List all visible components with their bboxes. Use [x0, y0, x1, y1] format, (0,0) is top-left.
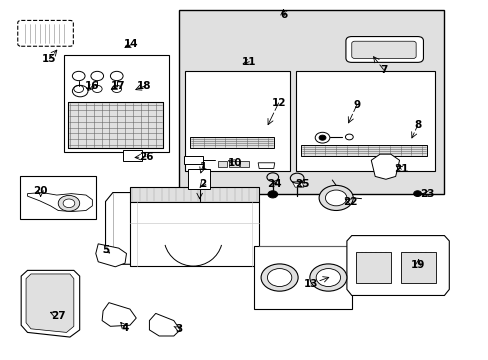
FancyBboxPatch shape [351, 41, 415, 58]
Circle shape [267, 269, 291, 287]
Bar [64, 55, 168, 152]
Bar [217, 161, 227, 167]
Text: 3: 3 [175, 324, 182, 334]
Circle shape [267, 191, 277, 198]
Bar [20, 176, 96, 219]
Bar [184, 71, 289, 171]
Polygon shape [27, 193, 92, 212]
Text: 8: 8 [413, 121, 420, 130]
Text: 12: 12 [271, 98, 285, 108]
Circle shape [58, 195, 80, 211]
Text: 2: 2 [199, 179, 206, 189]
Bar [188, 169, 210, 189]
Polygon shape [102, 303, 136, 326]
Bar [68, 102, 163, 148]
Polygon shape [130, 187, 259, 202]
Text: 16: 16 [85, 81, 100, 91]
Polygon shape [292, 182, 304, 187]
Bar [295, 71, 434, 171]
Circle shape [316, 269, 340, 287]
Text: 22: 22 [343, 197, 357, 207]
Text: 10: 10 [227, 158, 242, 168]
Polygon shape [346, 235, 448, 296]
FancyBboxPatch shape [345, 37, 423, 62]
Polygon shape [370, 154, 399, 179]
Polygon shape [26, 274, 74, 332]
Text: 14: 14 [124, 40, 139, 49]
Circle shape [309, 264, 346, 291]
Text: 27: 27 [51, 311, 65, 320]
Polygon shape [21, 270, 80, 337]
Bar [68, 102, 163, 148]
Text: 9: 9 [352, 100, 360, 111]
Text: 13: 13 [303, 279, 317, 289]
Text: 4: 4 [121, 323, 128, 333]
Text: 21: 21 [393, 164, 408, 174]
Circle shape [261, 264, 298, 291]
Polygon shape [105, 193, 140, 264]
Bar [122, 150, 142, 161]
Circle shape [325, 190, 346, 206]
Text: 18: 18 [137, 81, 151, 91]
FancyBboxPatch shape [18, 21, 73, 46]
Circle shape [319, 185, 352, 211]
Text: 20: 20 [33, 186, 48, 196]
Bar [400, 252, 435, 283]
Text: 24: 24 [267, 179, 282, 189]
Text: 17: 17 [110, 81, 125, 91]
Text: 1: 1 [199, 162, 206, 172]
Bar [355, 252, 390, 283]
Text: 23: 23 [419, 189, 434, 199]
Text: 15: 15 [42, 54, 57, 64]
Bar [254, 246, 351, 309]
Text: 11: 11 [242, 57, 256, 67]
Text: 5: 5 [102, 245, 109, 255]
Polygon shape [189, 137, 273, 148]
Text: 7: 7 [379, 64, 386, 75]
Polygon shape [300, 145, 427, 156]
Text: 19: 19 [410, 260, 425, 270]
Polygon shape [96, 244, 126, 267]
Text: 26: 26 [139, 152, 153, 162]
Circle shape [319, 135, 325, 140]
Circle shape [413, 191, 421, 197]
Circle shape [63, 199, 75, 208]
Polygon shape [149, 314, 180, 336]
Bar [228, 161, 238, 167]
Bar [178, 10, 444, 194]
Bar [183, 156, 203, 163]
Polygon shape [258, 163, 274, 168]
Text: 25: 25 [294, 179, 308, 189]
Bar [239, 161, 249, 167]
Text: 6: 6 [279, 10, 286, 20]
Polygon shape [130, 202, 259, 266]
